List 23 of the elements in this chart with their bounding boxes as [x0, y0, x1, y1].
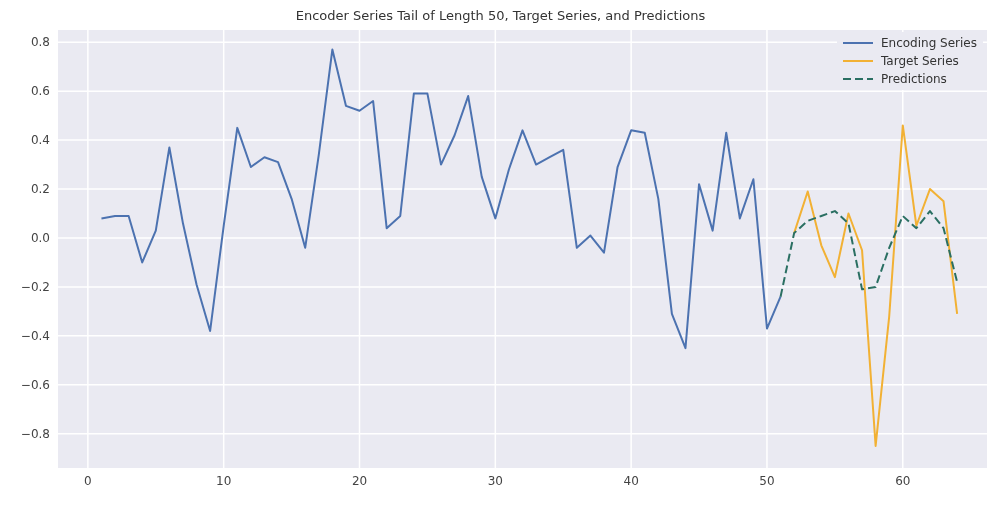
x-tick-label: 0: [84, 473, 92, 488]
chart-title: Encoder Series Tail of Length 50, Target Series, and Predictions: [294, 8, 707, 25]
x-tick-label: 10: [216, 473, 232, 488]
y-tick-label: −0.4: [20, 329, 50, 344]
x-tick-label: 20: [351, 473, 368, 488]
x-tick-label: 50: [759, 473, 775, 488]
y-tick-label: −0.6: [20, 378, 50, 393]
x-tick-label: 40: [623, 473, 639, 488]
y-tick-label: −0.2: [20, 280, 50, 295]
y-tick-label: 0.6: [30, 84, 50, 99]
y-tick-label: 0.8: [30, 35, 50, 50]
legend-label: Encoding Series: [880, 36, 977, 50]
y-tick-label: 0.2: [30, 182, 50, 197]
x-tick-label: 30: [487, 473, 503, 488]
y-tick-label: −0.8: [20, 427, 50, 441]
x-tick-label: 60: [895, 473, 911, 488]
legend-label: Predictions: [880, 72, 947, 86]
line-series: [100, 48, 782, 350]
line-series: [793, 124, 959, 447]
y-tick-label: 0.4: [30, 133, 50, 148]
line-series: [779, 210, 959, 298]
y-tick-label: 0.0: [30, 231, 50, 246]
legend-label: Target Series: [880, 54, 959, 68]
